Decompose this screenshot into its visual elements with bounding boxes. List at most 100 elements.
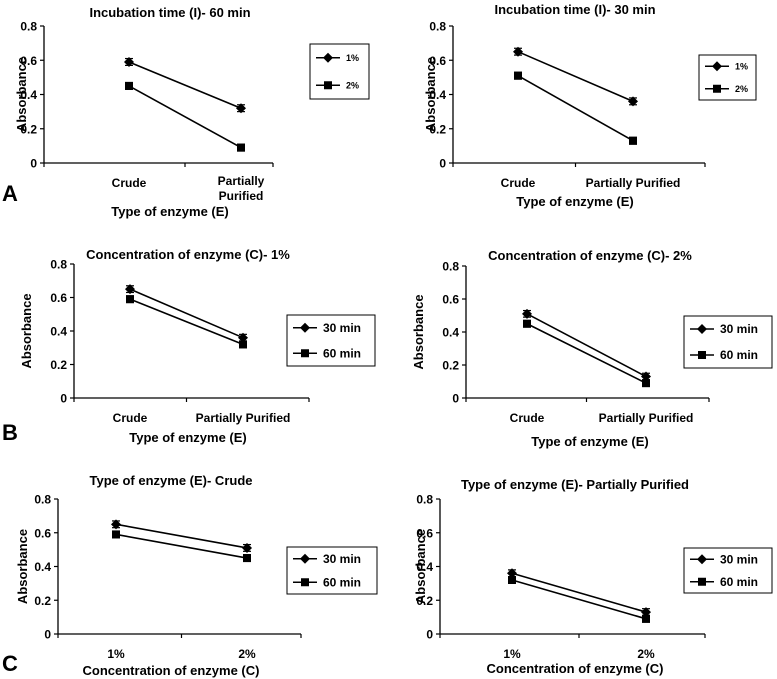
y-axis-label: Absorbance bbox=[413, 529, 428, 604]
legend-box bbox=[698, 54, 757, 101]
panel-label-c: C bbox=[2, 651, 18, 676]
y-axis-label: Absorbance bbox=[15, 529, 30, 604]
legend-marker bbox=[698, 351, 706, 359]
y-axis-label: Absorbance bbox=[423, 57, 438, 132]
y-tick-label: 0.2 bbox=[416, 594, 433, 608]
data-point bbox=[112, 530, 120, 539]
legend-label: 30 min bbox=[720, 552, 758, 566]
data-point bbox=[124, 56, 134, 67]
y-tick-label: 0.6 bbox=[416, 526, 433, 540]
data-point bbox=[507, 568, 517, 579]
x-axis-label: Type of enzyme (E) bbox=[516, 194, 634, 209]
y-tick-label: 0 bbox=[439, 157, 446, 171]
data-point bbox=[237, 143, 245, 152]
y-tick-label: 0.8 bbox=[50, 258, 67, 272]
x-tick-label: Crude bbox=[112, 176, 147, 190]
legend-label: 30 min bbox=[720, 322, 758, 336]
data-point bbox=[238, 332, 248, 343]
y-tick-label: 0 bbox=[60, 392, 67, 406]
chart-title: Type of enzyme (E)- Partially Purified bbox=[461, 477, 689, 492]
series-line bbox=[511, 572, 647, 613]
data-point bbox=[508, 576, 516, 584]
legend-box bbox=[286, 314, 376, 367]
data-point bbox=[126, 295, 134, 304]
series-line bbox=[511, 579, 647, 620]
x-tick-label: Partially Purified bbox=[586, 176, 681, 190]
data-point bbox=[125, 284, 135, 295]
y-tick-label: 0 bbox=[30, 157, 37, 171]
x-axis-label: Type of enzyme (E) bbox=[531, 434, 649, 449]
legend-label: 1% bbox=[735, 61, 748, 71]
series-line bbox=[128, 85, 242, 149]
series-line bbox=[517, 50, 634, 103]
series-line bbox=[526, 323, 647, 384]
x-tick-label-line2: Purified bbox=[219, 189, 264, 203]
x-tick-label: Crude bbox=[501, 176, 536, 190]
y-tick-label: 0.2 bbox=[442, 359, 459, 373]
data-point bbox=[125, 81, 133, 90]
data-point bbox=[513, 46, 523, 57]
x-tick-label: Partially Purified bbox=[196, 411, 291, 425]
y-axis-label: Absorbance bbox=[411, 294, 426, 369]
chart-title: Incubation time (I)- 30 min bbox=[494, 2, 655, 17]
panel-label-a: A bbox=[2, 181, 18, 206]
y-tick-label: 0 bbox=[426, 628, 433, 642]
series-line bbox=[115, 533, 248, 559]
y-tick-label: 0.4 bbox=[34, 560, 51, 574]
series-line bbox=[526, 313, 647, 378]
legend-label: 60 min bbox=[720, 575, 758, 589]
series-line bbox=[129, 288, 244, 339]
chart-title: Incubation time (I)- 60 min bbox=[89, 5, 250, 20]
x-tick-label: 1% bbox=[107, 647, 125, 661]
legend-label: 2% bbox=[346, 80, 359, 90]
legend-marker bbox=[323, 52, 333, 63]
data-point bbox=[522, 308, 532, 319]
x-axis-label: Type of enzyme (E) bbox=[111, 204, 229, 219]
y-tick-label: 0.4 bbox=[416, 560, 433, 574]
legend-label: 2% bbox=[735, 84, 748, 94]
y-axis-label: Absorbance bbox=[14, 57, 29, 132]
y-tick-label: 0.6 bbox=[429, 54, 446, 68]
legend-marker bbox=[712, 61, 722, 72]
y-tick-label: 0.4 bbox=[20, 88, 37, 102]
chart-title: Concentration of enzyme (C)- 2% bbox=[488, 248, 692, 263]
x-tick-label: 2% bbox=[238, 647, 256, 661]
series-line bbox=[517, 74, 634, 142]
y-tick-label: 0.8 bbox=[429, 20, 446, 34]
x-axis-label: Concentration of enzyme (C) bbox=[83, 663, 260, 678]
data-point bbox=[236, 103, 246, 114]
x-tick-label: 1% bbox=[503, 647, 521, 661]
data-point bbox=[641, 371, 651, 382]
y-tick-label: 0 bbox=[452, 392, 459, 406]
y-tick-label: 0.4 bbox=[50, 325, 67, 339]
legend-label: 1% bbox=[346, 53, 359, 63]
x-tick-label: Crude bbox=[113, 411, 148, 425]
data-point bbox=[642, 379, 650, 388]
y-tick-label: 0.6 bbox=[50, 291, 67, 305]
y-tick-label: 0.6 bbox=[20, 54, 37, 68]
data-point bbox=[239, 340, 247, 349]
data-point bbox=[628, 96, 638, 107]
data-point bbox=[242, 542, 252, 553]
y-tick-label: 0.6 bbox=[34, 526, 51, 540]
legend-marker bbox=[697, 324, 707, 334]
series-line bbox=[128, 61, 242, 109]
series-line bbox=[129, 298, 244, 346]
y-tick-label: 0.2 bbox=[50, 358, 67, 372]
y-tick-label: 0.8 bbox=[416, 493, 433, 507]
legend-box bbox=[683, 315, 773, 369]
legend-box bbox=[309, 43, 370, 100]
legend-label: 60 min bbox=[323, 346, 361, 360]
legend-marker bbox=[300, 553, 310, 564]
legend-marker bbox=[300, 322, 310, 333]
data-point bbox=[629, 136, 637, 145]
y-tick-label: 0.8 bbox=[20, 20, 37, 34]
x-tick-label: 2% bbox=[637, 647, 655, 661]
data-point bbox=[642, 614, 650, 623]
legend-marker bbox=[324, 81, 332, 90]
series-line bbox=[115, 523, 248, 549]
panel-label-b: B bbox=[2, 420, 18, 445]
y-tick-label: 0.2 bbox=[429, 122, 446, 136]
legend-label: 60 min bbox=[323, 575, 361, 589]
